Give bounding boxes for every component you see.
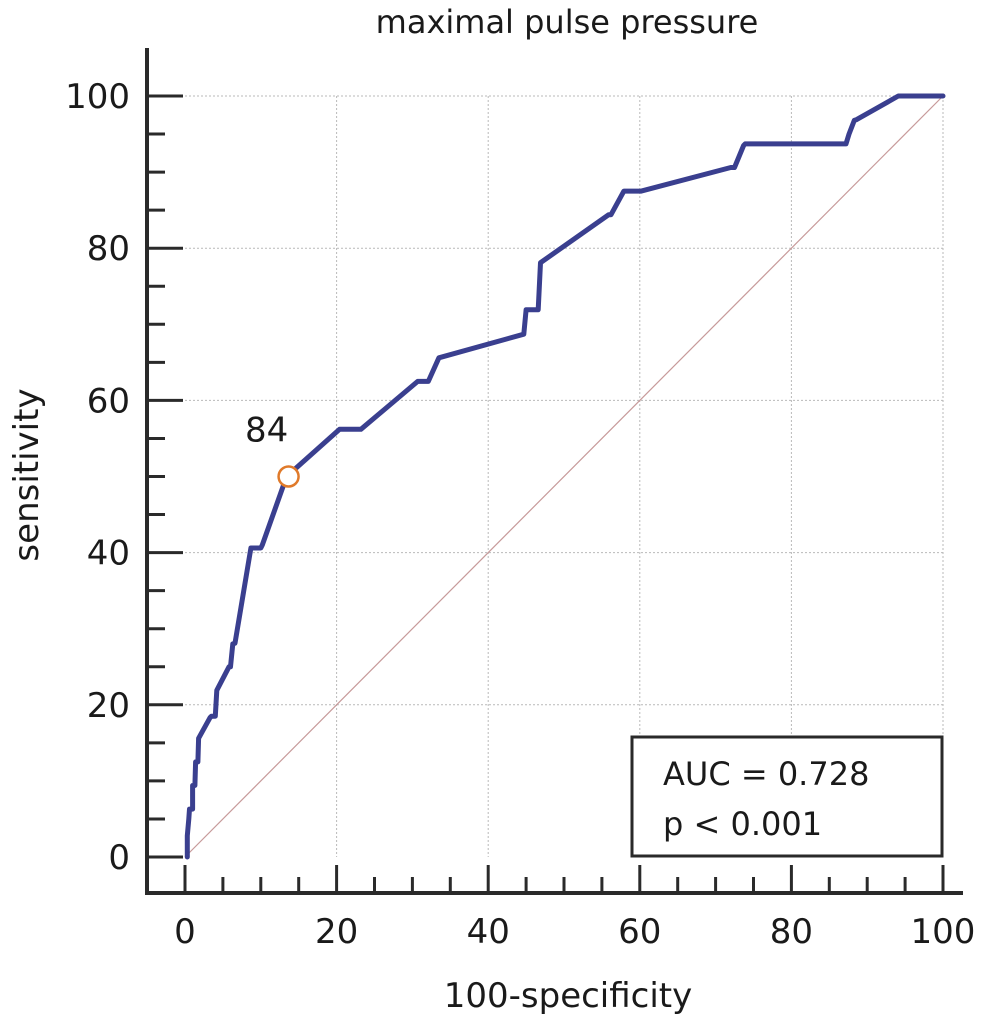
- axes: 0 20 40 60 80 100 0 20 40 60 80 100: [65, 48, 975, 952]
- cutoff-point-marker: [277, 465, 300, 488]
- x-tick-label: 40: [467, 912, 510, 952]
- auc-text: AUC = 0.728: [663, 755, 869, 793]
- annotation-box: AUC = 0.728 p < 0.001: [630, 735, 944, 858]
- y-axis-title: sensitivity: [7, 388, 47, 561]
- y-tick-label: 100: [65, 77, 130, 117]
- grid-lines: [185, 95, 944, 857]
- highlight-layer: 84: [245, 411, 300, 488]
- y-tick-label: 20: [87, 686, 130, 726]
- y-tick-label: 40: [87, 534, 130, 574]
- cutoff-point-label: 84: [245, 411, 288, 451]
- y-tick-label: 0: [108, 838, 130, 878]
- x-tick-label: 20: [315, 912, 358, 952]
- x-tick-label: 0: [174, 912, 196, 952]
- roc-curve: [184, 93, 946, 860]
- x-axis-title: 100-specificity: [444, 976, 693, 1016]
- p-value-text: p < 0.001: [663, 805, 822, 843]
- reference-diagonal: [184, 95, 944, 858]
- y-tick-label: 80: [87, 229, 130, 269]
- chart-title: maximal pulse pressure: [376, 3, 759, 41]
- x-tick-label: 60: [618, 912, 661, 952]
- annotation-border: [630, 735, 944, 858]
- y-tick-label: 60: [87, 381, 130, 421]
- roc-curve-layer: [184, 93, 946, 860]
- x-tick-label: 100: [911, 912, 976, 952]
- x-tick-label: 80: [770, 912, 813, 952]
- diagonal-line: [184, 95, 944, 858]
